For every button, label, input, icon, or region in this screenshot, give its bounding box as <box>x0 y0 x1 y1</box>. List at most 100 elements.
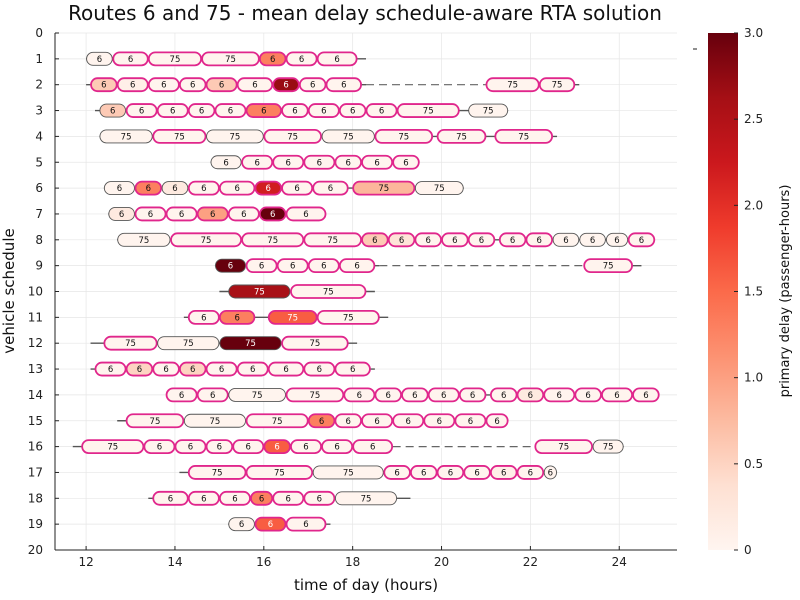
trip-bar <box>494 128 554 144</box>
trip-label: 6 <box>219 81 224 91</box>
y-tick-label: 15 <box>28 414 43 428</box>
trip-label: 6 <box>350 107 355 117</box>
trip-bar <box>334 154 362 170</box>
trip-bar <box>538 77 576 93</box>
trip-label: 75 <box>121 132 132 142</box>
y-tick-label: 17 <box>28 465 43 479</box>
trip-label: 6 <box>266 184 271 194</box>
schedule-row-5: 6 6 6 6 6 6 6 <box>210 154 420 170</box>
trip-bar <box>227 206 260 222</box>
trip-label: 6 <box>252 81 257 91</box>
trip-bar <box>267 361 305 377</box>
trip-label: 6 <box>317 158 322 168</box>
trip-bar <box>165 206 198 222</box>
trip-bar <box>214 103 247 118</box>
trip-bar <box>374 387 402 403</box>
trip-label: 6 <box>452 236 457 246</box>
trip-label: 6 <box>292 107 297 117</box>
trip-label: 6 <box>234 313 239 323</box>
trip-bar <box>467 232 496 248</box>
trip-bar <box>361 413 394 429</box>
schedule-row-2: 6 6 6 6 6 6 6 6 6 75 75 <box>86 77 580 93</box>
trip-label: 75 <box>343 313 354 323</box>
trip-bar <box>152 490 189 506</box>
y-tick-label: 19 <box>28 517 43 531</box>
trip-label: 6 <box>261 107 266 117</box>
y-tick-label: 9 <box>35 259 43 273</box>
trip-bar <box>99 103 127 118</box>
trip-label: 6 <box>317 365 322 375</box>
trip-bar <box>103 181 135 196</box>
trip-label: 6 <box>354 262 359 272</box>
y-tick-label: 0 <box>35 26 43 40</box>
trip-label: 6 <box>130 81 135 91</box>
trip-bar <box>579 232 606 247</box>
trip-bar <box>361 232 389 248</box>
y-tick-label: 13 <box>28 362 43 376</box>
trip-bar <box>187 103 216 118</box>
trip-bar <box>210 155 242 170</box>
trip-bar <box>307 103 340 118</box>
trip-label: 6 <box>254 158 259 168</box>
trip-label: 75 <box>603 262 614 272</box>
trip-bar <box>285 51 318 67</box>
trip-bar <box>152 128 207 144</box>
trip-label: 6 <box>146 184 151 194</box>
trip-label: 6 <box>259 262 264 272</box>
trip-bar <box>228 387 286 402</box>
trip-label: 6 <box>268 520 273 530</box>
trip-label: 6 <box>590 236 595 246</box>
trip-label: 6 <box>101 81 106 91</box>
trip-label: 6 <box>614 236 619 246</box>
trip-label: 6 <box>334 55 339 65</box>
trip-label: 75 <box>309 391 320 401</box>
trip-label: 75 <box>309 339 320 349</box>
x-tick-label: 12 <box>78 555 93 569</box>
y-tick-label: 1 <box>35 52 43 66</box>
trip-bar <box>316 309 380 325</box>
trip-label: 6 <box>201 313 206 323</box>
colorbar-tick-label: 1.5 <box>744 285 763 299</box>
y-tick-label: 5 <box>35 155 43 169</box>
colorbar-label: primary delay (passenger-hours) <box>778 185 793 398</box>
axes: 12 14 16 18 20 22 2401234567891011121314151617… <box>28 26 677 569</box>
trip-bar <box>245 413 309 429</box>
y-tick-label: 14 <box>28 388 43 402</box>
trip-bar <box>90 77 118 93</box>
trip-label: 6 <box>199 107 204 117</box>
trip-label: 6 <box>239 520 244 530</box>
trip-label: 75 <box>287 132 298 142</box>
trip-bar <box>290 284 367 299</box>
trip-bar <box>552 232 580 247</box>
trip-bar <box>254 516 287 532</box>
trip-bar <box>374 128 434 144</box>
trip-label: 6 <box>548 468 553 478</box>
trip-bar <box>441 232 469 248</box>
trip-label: 6 <box>270 210 275 220</box>
trip-bar <box>592 439 624 454</box>
trip-bar <box>321 129 375 144</box>
y-tick-label: 11 <box>28 310 43 324</box>
trip-label: 6 <box>346 417 351 427</box>
trip-bar <box>498 232 527 248</box>
trip-bar <box>156 103 189 118</box>
trip-bar <box>352 439 394 455</box>
y-tick-label: 16 <box>28 440 43 454</box>
trip-bar <box>81 439 145 455</box>
trip-label: 6 <box>321 107 326 117</box>
trip-label: 6 <box>270 55 275 65</box>
schedule-row-6: 6 6 6 6 6 6 6 6 75 75 <box>103 180 464 196</box>
trip-bar <box>125 103 158 118</box>
trip-bar <box>108 206 135 221</box>
trip-label: 75 <box>245 339 256 349</box>
trip-bar <box>454 413 487 429</box>
trip-label: 6 <box>210 391 215 401</box>
schedule-row-4: 75 75 75 75 75 75 75 75 <box>99 128 558 144</box>
trip-bar <box>303 361 336 377</box>
trip-bar <box>334 491 398 506</box>
trip-bar <box>205 361 238 377</box>
trip-bar <box>281 335 349 351</box>
colorbar-tick-label: 3.0 <box>744 26 763 40</box>
trip-bar <box>218 490 251 506</box>
schedule-row-10: 75 75 <box>219 284 375 299</box>
